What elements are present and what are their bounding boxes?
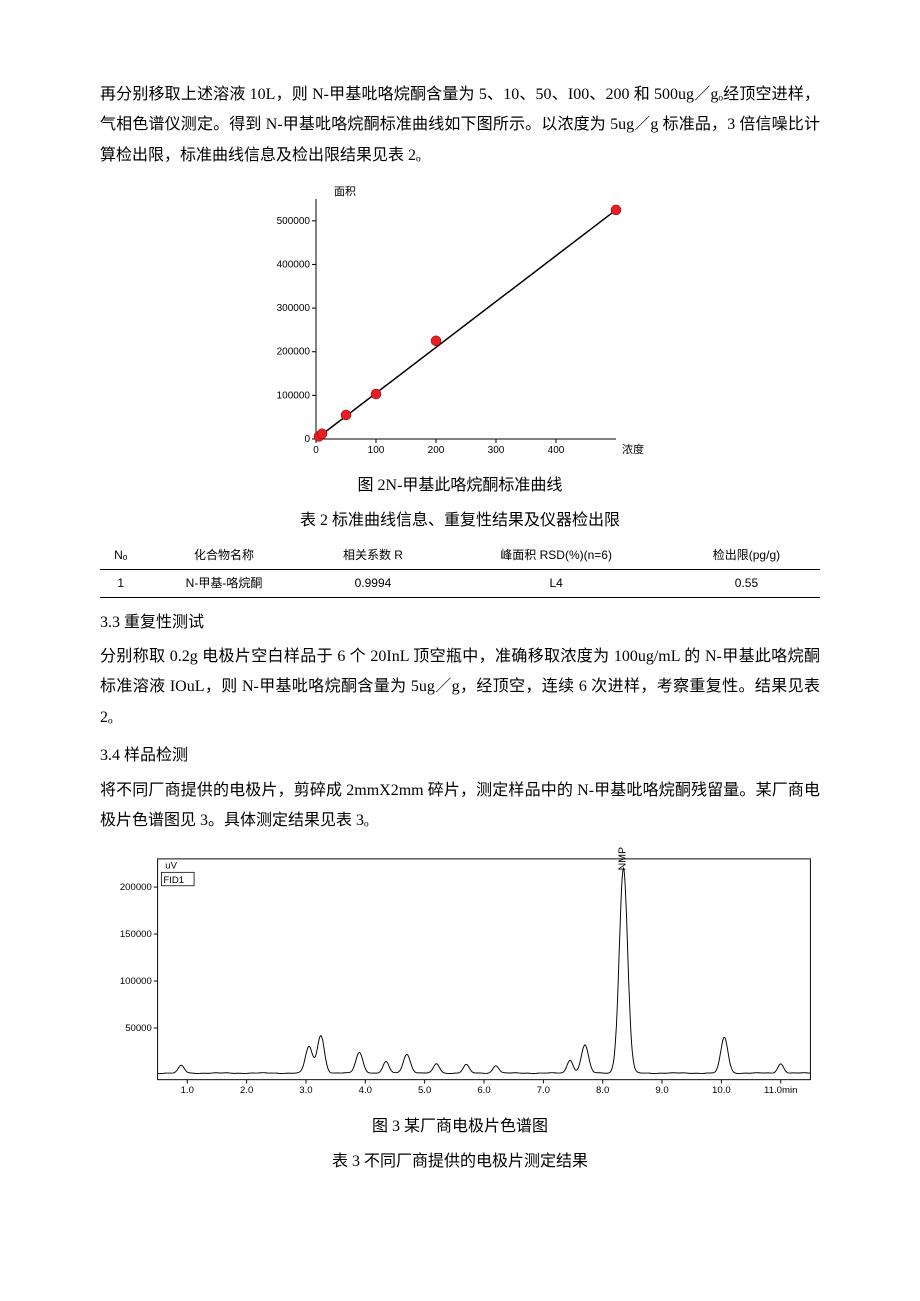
svg-text:2.0: 2.0 <box>240 1085 253 1096</box>
table-2: Nₒ化合物名称相关系数 R峰面积 RSD(%)(n=6)检出限(pg/g) 1N… <box>100 542 820 598</box>
figure-2-caption: 图 2N-甲基此咯烷酮标准曲线 <box>100 471 820 501</box>
svg-text:4.0: 4.0 <box>359 1085 372 1096</box>
svg-text:100: 100 <box>368 445 385 456</box>
svg-text:NMP: NMP <box>616 847 628 870</box>
svg-text:1.0: 1.0 <box>181 1085 194 1096</box>
table-cell: 0.9994 <box>307 569 440 597</box>
table-2-header-cell: 检出限(pg/g) <box>673 542 820 569</box>
figure-3-caption: 图 3 某厂商电极片色谱图 <box>100 1112 820 1142</box>
svg-text:面积: 面积 <box>334 185 356 198</box>
svg-text:200000: 200000 <box>277 347 311 358</box>
table-3-caption: 表 3 不同厂商提供的电极片测定结果 <box>100 1147 820 1177</box>
svg-text:8.0: 8.0 <box>596 1085 609 1096</box>
table-row: 1N-甲基-咯烷酮0.9994L40.55 <box>100 569 820 597</box>
svg-text:5.0: 5.0 <box>418 1085 431 1096</box>
svg-text:10.0: 10.0 <box>712 1085 731 1096</box>
svg-text:9.0: 9.0 <box>655 1085 668 1096</box>
intro-paragraph: 再分别移取上述溶液 10L，则 N-甲基吡咯烷酮含量为 5、10、50、I00、… <box>100 80 820 171</box>
svg-text:浓度: 浓度 <box>622 442 644 456</box>
svg-text:50000: 50000 <box>125 1023 152 1034</box>
table-cell: L4 <box>439 569 673 597</box>
svg-text:11.0min: 11.0min <box>764 1085 797 1096</box>
section-3-3-title: 3.3 重复性测试 <box>100 608 820 638</box>
svg-text:200: 200 <box>428 445 445 456</box>
figure-2-container: 0 100000 200000 300000 400000 500000 0 100 200 30… <box>100 181 820 467</box>
section-3-3-body: 分别称取 0.2g 电极片空白样品于 6 个 20InL 顶空瓶中，准确移取浓度… <box>100 642 820 733</box>
table-2-header-cell: Nₒ <box>100 542 141 569</box>
table-2-header-cell: 相关系数 R <box>307 542 440 569</box>
svg-text:300: 300 <box>488 445 505 456</box>
svg-text:3.0: 3.0 <box>299 1085 312 1096</box>
svg-text:200000: 200000 <box>120 882 152 893</box>
figure-3-container: 50000 100000 150000 200000 1.0 2.0 3.0 4.0 5.0 6.… <box>100 844 820 1108</box>
svg-text:FID1: FID1 <box>163 875 184 886</box>
svg-text:100000: 100000 <box>277 391 311 402</box>
svg-text:400000: 400000 <box>277 260 311 271</box>
svg-text:7.0: 7.0 <box>537 1085 550 1096</box>
table-cell: 0.55 <box>673 569 820 597</box>
svg-text:0: 0 <box>304 434 310 445</box>
figure-3-chromatogram: 50000 100000 150000 200000 1.0 2.0 3.0 4.0 5.0 6.… <box>100 844 820 1108</box>
section-3-4-title: 3.4 样品检测 <box>100 741 820 771</box>
svg-text:0: 0 <box>313 445 319 456</box>
table-2-header-cell: 峰面积 RSD(%)(n=6) <box>439 542 673 569</box>
table-2-caption: 表 2 标准曲线信息、重复性结果及仪器检出限 <box>100 506 820 536</box>
svg-text:400: 400 <box>548 445 565 456</box>
svg-text:6.0: 6.0 <box>477 1085 490 1096</box>
svg-text:150000: 150000 <box>120 929 152 940</box>
table-2-header-cell: 化合物名称 <box>141 542 306 569</box>
svg-text:500000: 500000 <box>277 216 311 227</box>
svg-text:uV: uV <box>165 861 177 872</box>
table-cell: N-甲基-咯烷酮 <box>141 569 306 597</box>
section-3-4-body: 将不同厂商提供的电极片，剪碎成 2mmX2mm 碎片，测定样品中的 N-甲基吡咯… <box>100 776 820 837</box>
svg-text:300000: 300000 <box>277 303 311 314</box>
table-cell: 1 <box>100 569 141 597</box>
svg-text:100000: 100000 <box>120 976 152 987</box>
figure-2-scatter: 0 100000 200000 300000 400000 500000 0 100 200 30… <box>256 181 664 467</box>
